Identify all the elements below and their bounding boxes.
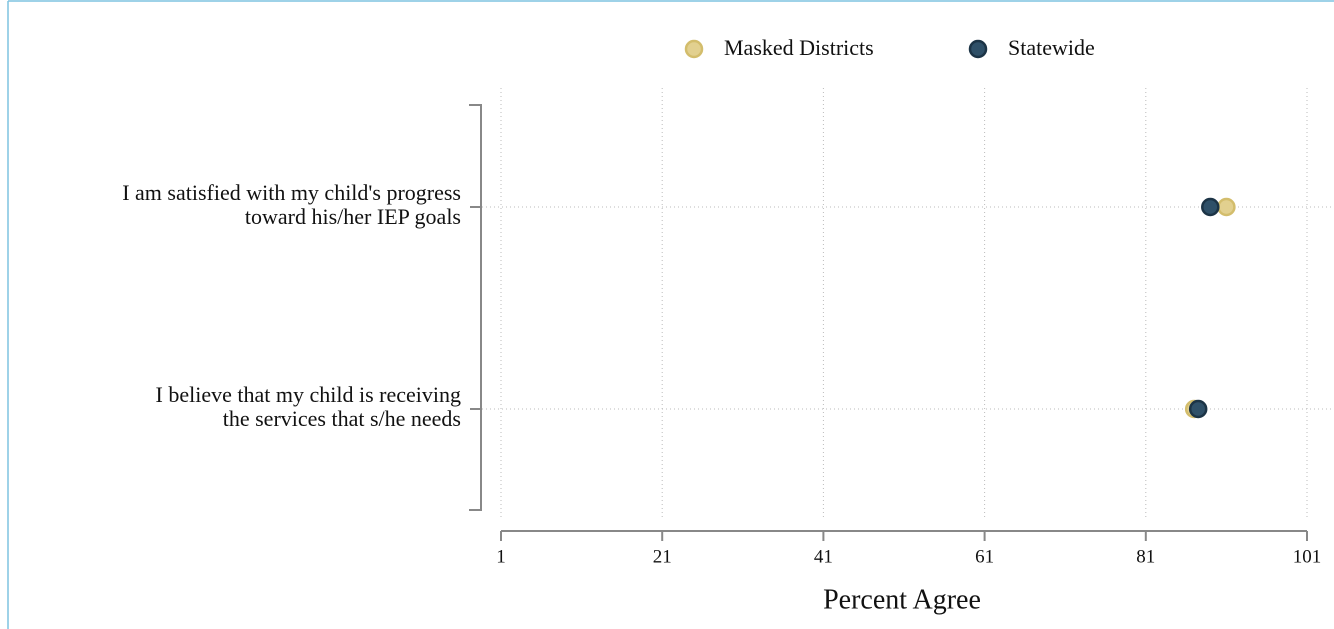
x-tick-label: 81 <box>1136 546 1155 567</box>
x-tick-label: 1 <box>496 546 506 567</box>
y-tick-label: toward his/her IEP goals <box>245 204 461 229</box>
x-axis-label: Percent Agree <box>823 584 981 615</box>
dot <box>1188 399 1208 419</box>
y-tick-label: I am satisfied with my child's progress <box>122 180 461 205</box>
dot <box>1201 197 1220 217</box>
legend-label: Statewide <box>1008 35 1095 60</box>
legend-marker <box>968 39 988 59</box>
legend-marker <box>684 39 704 59</box>
x-tick-label: 61 <box>975 546 994 567</box>
legend-label: Masked Districts <box>724 35 874 60</box>
y-tick-label: the services that s/he needs <box>223 406 461 431</box>
y-tick-label: I believe that my child is receiving <box>156 382 461 407</box>
x-tick-label: 101 <box>1293 546 1322 567</box>
x-tick-label: 21 <box>653 546 672 567</box>
x-tick-label: 41 <box>814 546 833 567</box>
dot <box>1217 197 1236 217</box>
y-axis <box>469 104 482 511</box>
